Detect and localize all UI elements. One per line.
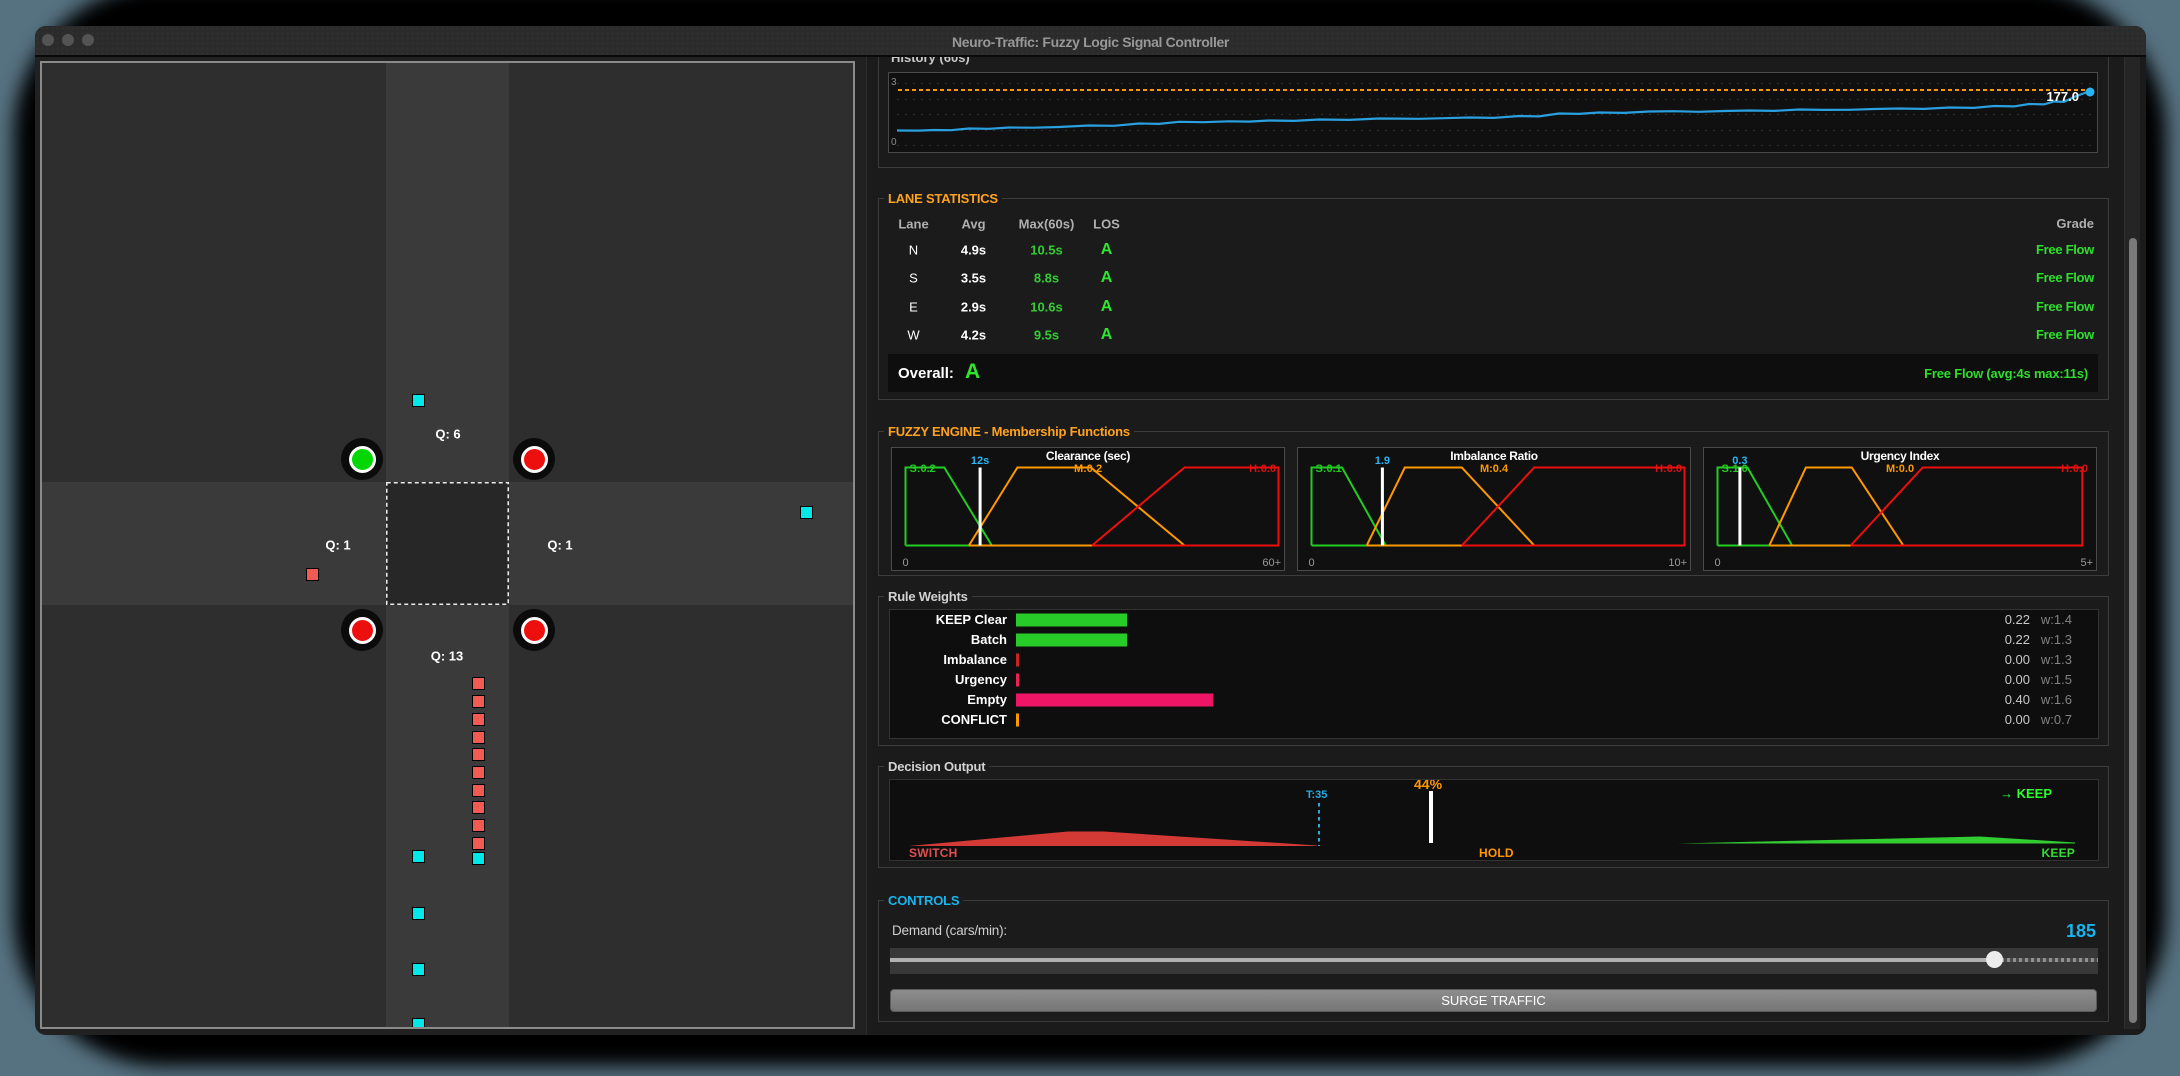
svg-text:S:0.1: S:0.1: [1316, 463, 1342, 475]
svg-text:0: 0: [903, 557, 909, 569]
svg-text:H:0.0: H:0.0: [1655, 463, 1682, 475]
svg-text:10+: 10+: [1668, 557, 1687, 569]
svg-text:M:0.0: M:0.0: [1886, 463, 1914, 475]
svg-text:H:0.0: H:0.0: [2061, 463, 2088, 475]
svg-text:H:0.0: H:0.0: [1249, 463, 1276, 475]
svg-text:S:0.2: S:0.2: [910, 463, 936, 475]
svg-text:M:0.4: M:0.4: [1480, 463, 1509, 475]
svg-text:0: 0: [1715, 557, 1721, 569]
svg-text:5+: 5+: [2080, 557, 2093, 569]
svg-text:1.9: 1.9: [1375, 455, 1390, 467]
svg-text:Imbalance Ratio: Imbalance Ratio: [1450, 449, 1538, 463]
svg-text:Clearance (sec): Clearance (sec): [1046, 449, 1131, 463]
svg-text:12s: 12s: [971, 455, 989, 467]
svg-text:0.3: 0.3: [1732, 455, 1747, 467]
svg-text:0: 0: [1309, 557, 1315, 569]
svg-text:Urgency Index: Urgency Index: [1861, 449, 1940, 463]
svg-text:60+: 60+: [1262, 557, 1281, 569]
